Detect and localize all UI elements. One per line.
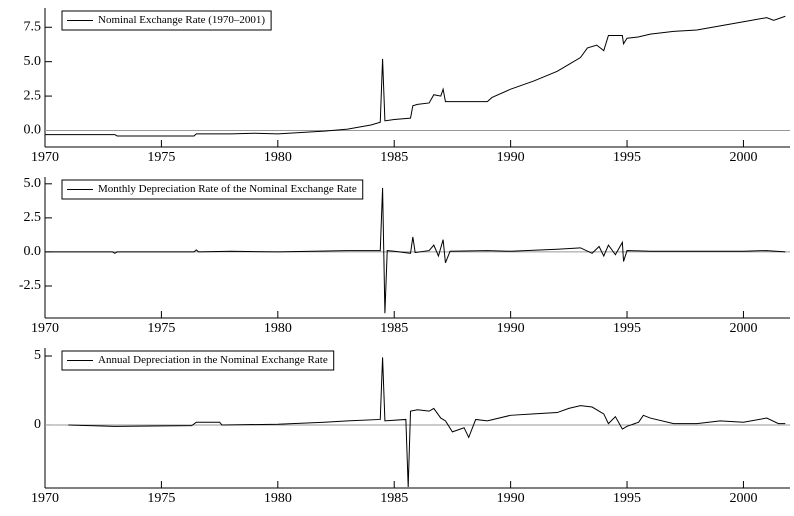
x-tick-label: 2000	[729, 491, 757, 506]
x-tick-label: 1980	[264, 150, 292, 165]
y-tick-label: 7.5	[24, 19, 42, 34]
data-line	[45, 15, 786, 137]
data-line	[68, 357, 786, 488]
y-tick-label: 2.5	[24, 88, 42, 103]
x-tick-label: 2000	[729, 321, 757, 336]
x-tick-label: 1980	[264, 321, 292, 336]
x-tick-label: 1985	[380, 321, 408, 336]
legend-label: Nominal Exchange Rate (1970–2001)	[98, 14, 265, 26]
x-tick-label: 1975	[147, 321, 175, 336]
x-tick-label: 1970	[31, 321, 59, 336]
x-tick-label: 1975	[147, 491, 175, 506]
y-tick-label: 5	[34, 348, 41, 363]
x-tick-label: 1970	[31, 150, 59, 165]
y-tick-label: 0	[34, 417, 41, 432]
x-tick-label: 1970	[31, 491, 59, 506]
y-tick-label: -2.5	[19, 278, 41, 293]
x-tick-label: 1990	[497, 321, 525, 336]
x-tick-label: 1975	[147, 150, 175, 165]
x-tick-label: 1980	[264, 491, 292, 506]
y-tick-label: 5.0	[24, 176, 42, 191]
x-tick-label: 2000	[729, 150, 757, 165]
y-tick-label: 2.5	[24, 210, 42, 225]
y-tick-label: 0.0	[24, 244, 42, 259]
legend-label: Monthly Depreciation Rate of the Nominal…	[98, 183, 357, 195]
legend-box	[61, 10, 272, 31]
x-tick-label: 1995	[613, 150, 641, 165]
x-tick-label: 1990	[497, 491, 525, 506]
legend-box	[61, 179, 364, 200]
x-tick-label: 1995	[613, 321, 641, 336]
x-tick-label: 1990	[497, 150, 525, 165]
y-tick-label: 5.0	[24, 54, 42, 69]
legend-box	[61, 350, 335, 371]
x-tick-label: 1985	[380, 491, 408, 506]
x-tick-label: 1995	[613, 491, 641, 506]
data-line	[45, 187, 786, 314]
legend-label: Annual Depreciation in the Nominal Excha…	[98, 354, 328, 366]
y-tick-label: 0.0	[24, 123, 42, 138]
x-tick-label: 1985	[380, 150, 408, 165]
